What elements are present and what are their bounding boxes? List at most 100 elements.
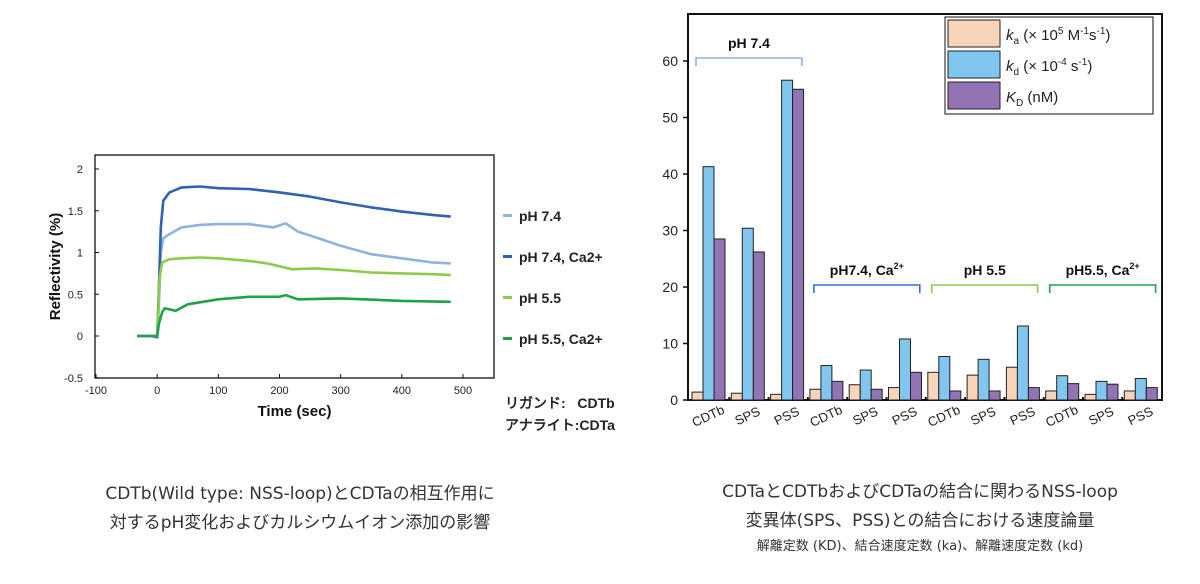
x-tick-label: 300 <box>331 385 349 397</box>
bar-KD <box>713 238 726 401</box>
legend-entry: pH 7.4 <box>503 195 603 236</box>
category-separator-tick <box>767 397 770 399</box>
x-category-label: SPS <box>732 403 762 428</box>
y-tick-label: 30 <box>662 223 678 239</box>
bar-kd <box>1134 378 1147 401</box>
bar-KD <box>792 88 805 401</box>
ligand-label: リガンド: <box>505 395 566 411</box>
analyte-value: CDTa <box>579 417 615 433</box>
y-tick-label: 60 <box>662 53 678 69</box>
left-figure-caption: CDTb(Wild type: NSS-loop)とCDTaの相互作用に 対する… <box>0 480 600 538</box>
y-tick-label: 20 <box>662 279 678 295</box>
x-category-label: PSS <box>772 403 802 428</box>
category-separator-tick <box>885 397 888 399</box>
bar-kd <box>859 369 872 401</box>
legend-label: pH 5.5, Ca2+ <box>519 330 603 347</box>
bar-kd <box>820 365 833 401</box>
bar-KD <box>752 251 765 401</box>
x-category-label: CDTb <box>925 402 962 430</box>
x-tick-label: -100 <box>85 385 107 397</box>
bar-ka <box>966 374 979 401</box>
bar-kd <box>1016 325 1029 401</box>
x-category-label: SPS <box>968 403 998 428</box>
bar-ka <box>1123 390 1136 401</box>
line-chart: -100 0 100 200 300 400 500 -0.5 0 0.5 1 1.5 2 Time (s… <box>47 154 495 420</box>
ligand-analyte-annotation: リガンド: CDTb アナライト:CDTa <box>505 392 615 436</box>
line-chart-legend: pH 7.4 pH 7.4, Ca2+ pH 5.5 pH 5.5, Ca2+ <box>503 195 603 359</box>
bar-KD <box>949 390 962 401</box>
analyte-label: アナライト: <box>505 417 580 433</box>
y-tick-label: 2 <box>77 164 83 176</box>
legend-label-kd: kd (× 10-4 s-1) <box>1006 57 1092 78</box>
bar-KD <box>870 388 883 401</box>
bar-kd <box>702 166 715 401</box>
legend-swatch-KD <box>947 81 1001 110</box>
legend-entry: pH 5.5, Ca2+ <box>503 318 603 359</box>
category-separator-tick <box>1042 397 1045 399</box>
group-label: pH 7.4 <box>728 35 770 51</box>
group-bracket <box>695 57 803 66</box>
x-tick-label: 0 <box>154 385 160 397</box>
bar-KD <box>831 380 844 401</box>
legend-label-KD: KD (nM) <box>1006 89 1058 109</box>
category-separator-tick <box>1082 397 1084 399</box>
bar-kd <box>977 358 990 401</box>
line-plot-frame <box>94 154 495 379</box>
category-separator-tick <box>1121 397 1124 399</box>
bar-kd <box>1095 380 1108 401</box>
x-category-label: CDTb <box>690 402 727 430</box>
bar-ka <box>848 384 861 401</box>
right-figure-caption: CDTaとCDTbおよびCDTaの結合に関わるNSS-loop 変異体(SPS、… <box>640 478 1200 558</box>
y-tick-label: 50 <box>662 110 678 126</box>
series-line-1 <box>137 222 451 340</box>
x-category-label: PSS <box>1008 403 1038 428</box>
legend-swatch <box>503 255 512 258</box>
category-separator-tick <box>728 397 731 399</box>
x-category-label: SPS <box>1086 403 1116 428</box>
left-caption-line-1: CDTb(Wild type: NSS-loop)とCDTaの相互作用に <box>105 484 495 504</box>
legend-swatch <box>503 214 512 217</box>
legend-swatch-kd <box>947 50 1001 79</box>
bar-KD <box>988 390 1001 401</box>
bar-plot-frame <box>687 13 1163 401</box>
bar-kd <box>938 355 951 401</box>
series-line-3 <box>137 256 451 338</box>
ligand-value: CDTb <box>577 395 615 411</box>
x-tick-label: 500 <box>454 385 472 397</box>
category-separator-tick <box>1003 397 1006 399</box>
x-axis-label: Time (sec) <box>258 403 332 420</box>
group-bracket <box>813 284 921 293</box>
y-tick-label: -0.5 <box>64 373 83 385</box>
bar-KD <box>1067 383 1080 401</box>
bar-KD <box>1027 387 1040 401</box>
x-category-label: SPS <box>850 403 880 428</box>
legend-entry: pH 7.4, Ca2+ <box>503 236 603 277</box>
group-label: pH7.4, Ca2+ <box>830 261 904 278</box>
group-bracket <box>931 284 1039 293</box>
legend-label: pH 7.4, Ca2+ <box>519 248 603 265</box>
legend-swatch-ka <box>947 19 1001 48</box>
bar-ka <box>1045 390 1058 401</box>
bar-kd <box>1056 375 1069 401</box>
legend-swatch <box>503 296 512 299</box>
right-caption-line-2: 変異体(SPS、PSS)との結合における速度論量 <box>745 511 1095 531</box>
group-label: pH5.5, Ca2+ <box>1066 261 1140 278</box>
right-caption-line-3: 解離定数 (KD)、結合速度定数 (ka)、解離速度定数 (kd) <box>756 539 1084 554</box>
legend-swatch <box>503 337 512 340</box>
x-tick-label: 400 <box>393 385 411 397</box>
legend-label-ka: ka (× 105 M-1s-1) <box>1006 26 1110 47</box>
x-tick-label: 200 <box>270 385 288 397</box>
x-category-label: PSS <box>890 403 920 428</box>
y-tick-label: 10 <box>662 336 678 352</box>
legend-entry: pH 5.5 <box>503 277 603 318</box>
bar-kd <box>781 79 794 401</box>
group-bracket <box>1048 284 1157 293</box>
right-caption-line-1: CDTaとCDTbおよびCDTaの結合に関わるNSS-loop <box>722 482 1118 502</box>
x-tick-label: 100 <box>209 385 227 397</box>
y-tick-label: 0 <box>670 392 678 408</box>
bar-kd <box>741 227 754 401</box>
legend-label: pH 7.4 <box>519 207 562 224</box>
y-tick-label: 0.5 <box>68 289 83 301</box>
